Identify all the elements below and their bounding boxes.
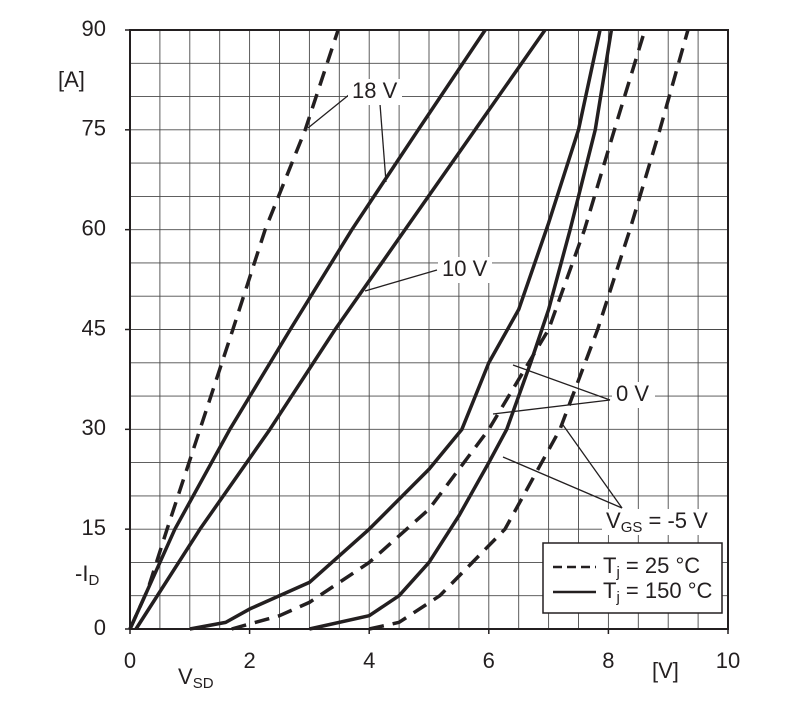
legend-box	[542, 542, 723, 614]
y-tick-label: 0	[94, 615, 106, 640]
annotation-bg	[348, 79, 402, 105]
legend-label-sub: j	[615, 589, 619, 606]
y-tick-label: 90	[82, 16, 106, 41]
y-tick-label: 30	[82, 415, 106, 440]
leader-line	[364, 269, 438, 292]
annotation: 18 V	[352, 78, 398, 103]
legend-label: Tj = 25 °C	[603, 553, 700, 581]
annotation-bg	[602, 509, 727, 535]
curves	[128, 28, 690, 631]
leader-line	[492, 399, 611, 415]
curve	[231, 29, 647, 631]
leader-line	[562, 424, 623, 509]
annotation-bg	[438, 257, 492, 283]
legend-label-rest: = 25 °C	[620, 553, 700, 578]
x-tick-label: 4	[363, 648, 375, 673]
y-tick-label: 45	[82, 315, 106, 340]
legend-label-sub: j	[615, 564, 619, 581]
y-tick-label: 75	[82, 116, 106, 141]
legend-label: Tj = 150 °C	[603, 578, 712, 606]
annotation-bg	[612, 382, 655, 408]
annotation: 10 V	[442, 256, 488, 281]
x-tick-label: 8	[602, 648, 614, 673]
annotation-rest: = -5 V	[642, 508, 708, 533]
curve	[134, 28, 547, 630]
y-axis-label-main: -I	[75, 561, 88, 586]
annotation-main: V	[606, 508, 621, 533]
x-tick-label: 2	[243, 648, 255, 673]
curve	[309, 29, 614, 631]
x-tick-label: 10	[716, 648, 740, 673]
label-bg	[70, 560, 114, 592]
annotation: VGS = -5 V	[606, 508, 708, 536]
y-axis-label: -ID	[75, 561, 99, 589]
leader-line	[379, 103, 387, 183]
x-tick-label: 0	[124, 648, 136, 673]
x-tick-label: 6	[483, 648, 495, 673]
y-tick-label: 15	[82, 515, 106, 540]
label-bg	[55, 64, 95, 96]
leader-line	[502, 456, 623, 509]
y-unit: [A]	[58, 67, 85, 92]
curve	[189, 29, 602, 631]
y-tick-label: 60	[82, 215, 106, 240]
x-axis-label-sub: SD	[193, 675, 214, 692]
x-unit: [V]	[652, 658, 679, 683]
legend-label-rest: = 150 °C	[620, 578, 713, 603]
leader-line	[512, 364, 611, 401]
y-axis-label-sub: D	[88, 572, 99, 589]
curve	[128, 29, 487, 630]
annotation: 0 V	[616, 381, 649, 406]
legend-label-main: T	[603, 578, 616, 603]
annotation-sub: GS	[621, 519, 643, 536]
legend-label-main: T	[603, 553, 616, 578]
x-axis-label: VSD	[178, 664, 214, 692]
leader-line	[307, 93, 351, 129]
x-axis-label-main: V	[178, 664, 193, 689]
